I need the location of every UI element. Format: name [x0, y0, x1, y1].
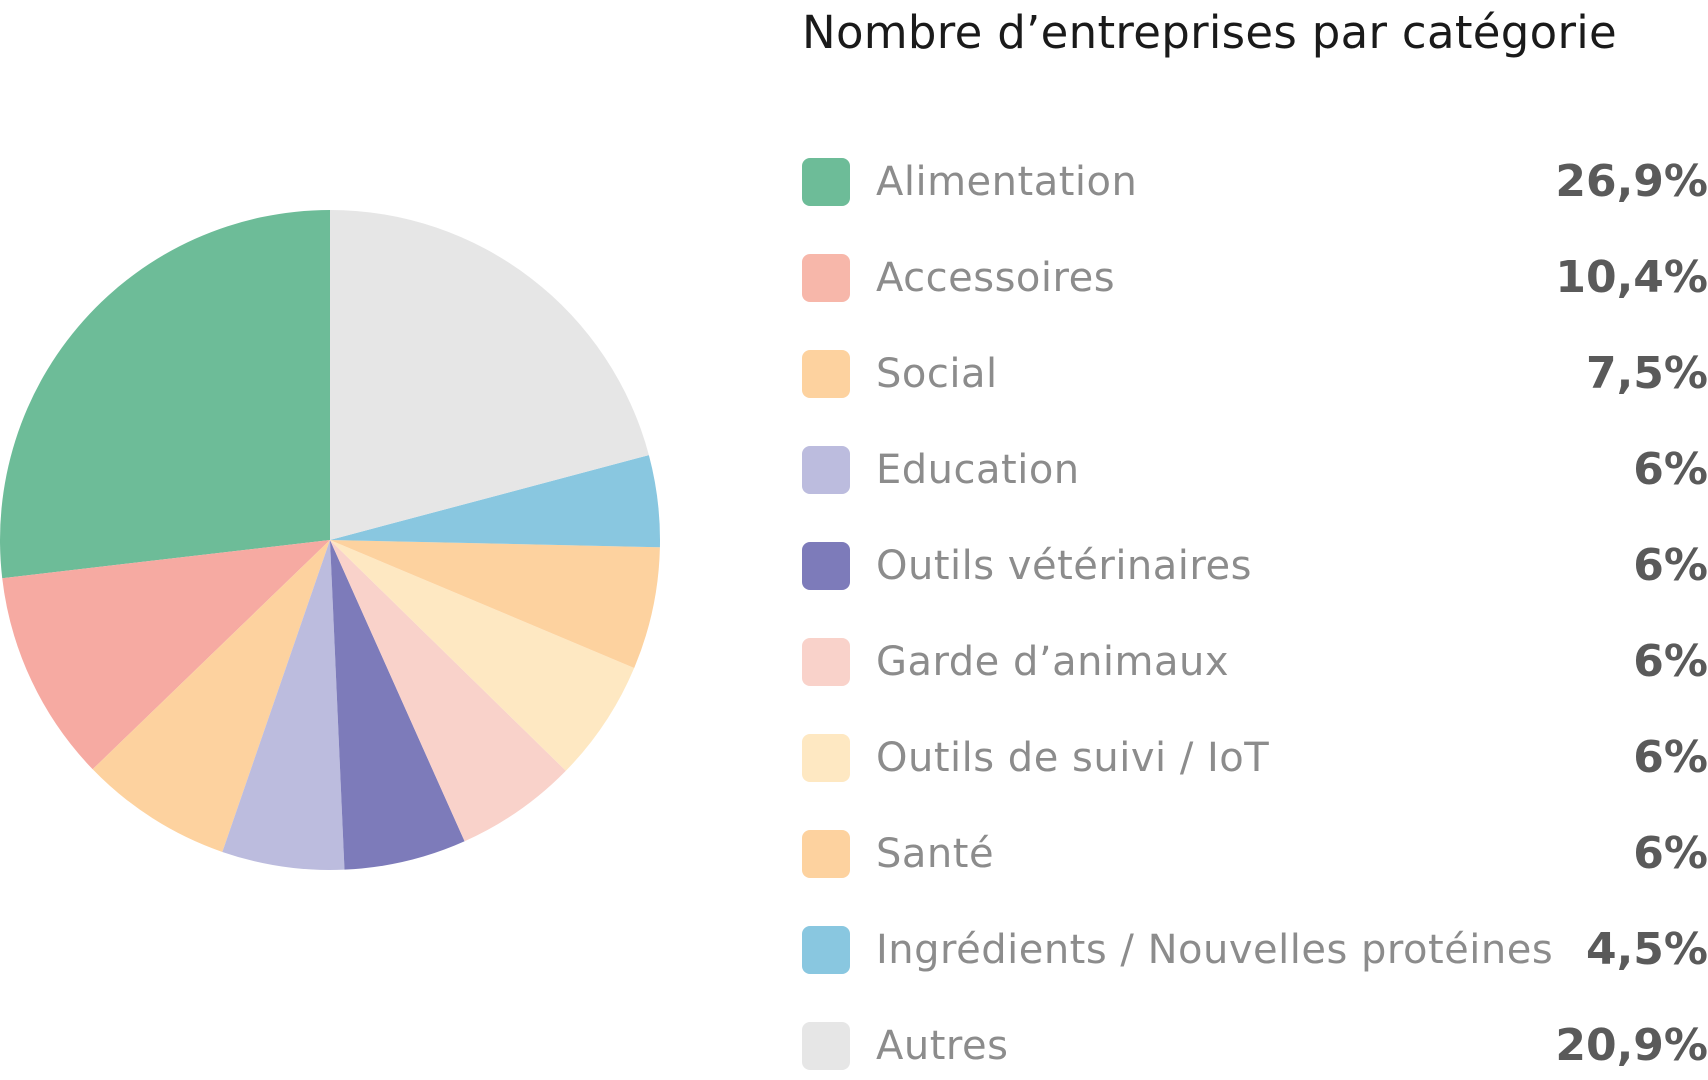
- legend-item: Outils de suivi / IoT 6%: [802, 730, 1708, 826]
- legend-value: 6%: [1633, 732, 1708, 783]
- legend-swatch: [802, 1022, 850, 1070]
- chart-legend: Alimentation 26,9% Accessoires 10,4% Social 7…: [802, 154, 1708, 1080]
- legend-item: Accessoires 10,4%: [802, 250, 1708, 346]
- legend-value: 7,5%: [1585, 348, 1708, 399]
- legend-label: Accessoires: [876, 255, 1116, 301]
- pie-slice-education: [222, 540, 345, 870]
- legend-value: 6%: [1633, 828, 1708, 879]
- pie-slice-ingr-dients-nouvelles-prot-ines: [330, 455, 660, 548]
- pie-slice-autres: [330, 210, 649, 540]
- legend-label: Outils vétérinaires: [876, 543, 1252, 589]
- pie-slice-social: [92, 540, 330, 852]
- legend-swatch: [802, 926, 850, 974]
- legend-swatch: [802, 542, 850, 590]
- chart-title: Nombre d’entreprises par catégorie: [802, 6, 1618, 59]
- legend-item: Outils vétérinaires 6%: [802, 538, 1708, 634]
- legend-value: 20,9%: [1555, 1020, 1708, 1071]
- legend-value: 4,5%: [1585, 924, 1708, 975]
- legend-item: Autres 20,9%: [802, 1018, 1708, 1080]
- legend-item: Social 7,5%: [802, 346, 1708, 442]
- legend-item: Garde d’animaux 6%: [802, 634, 1708, 730]
- legend-swatch: [802, 446, 850, 494]
- pie-slice-outils-de-suivi-iot: [330, 540, 635, 771]
- legend-label: Alimentation: [876, 159, 1138, 205]
- legend-swatch: [802, 734, 850, 782]
- legend-label: Outils de suivi / IoT: [876, 735, 1270, 781]
- legend-swatch: [802, 158, 850, 206]
- legend-value: 10,4%: [1555, 252, 1708, 303]
- pie-slice-outils-v-t-rinaires: [330, 540, 465, 870]
- legend-value: 6%: [1633, 636, 1708, 687]
- legend-item: Ingrédients / Nouvelles protéines 4,5%: [802, 922, 1708, 1018]
- legend-swatch: [802, 830, 850, 878]
- legend-label: Garde d’animaux: [876, 639, 1230, 685]
- legend-swatch: [802, 254, 850, 302]
- legend-label: Social: [876, 351, 998, 397]
- pie-slice-accessoires: [2, 540, 330, 770]
- pie-slice-sant: [330, 540, 660, 668]
- legend-item: Alimentation 26,9%: [802, 154, 1708, 250]
- pie-slice-garde-d-animaux: [330, 540, 566, 842]
- legend-item: Santé 6%: [802, 826, 1708, 922]
- legend-item: Education 6%: [802, 442, 1708, 538]
- legend-label: Santé: [876, 831, 995, 877]
- legend-label: Autres: [876, 1023, 1009, 1069]
- legend-label: Ingrédients / Nouvelles protéines: [876, 927, 1554, 973]
- legend-value: 6%: [1633, 540, 1708, 591]
- pie-slice-alimentation: [0, 210, 331, 579]
- legend-value: 26,9%: [1555, 156, 1708, 207]
- legend-swatch: [802, 350, 850, 398]
- legend-label: Education: [876, 447, 1080, 493]
- legend-swatch: [802, 638, 850, 686]
- legend-value: 6%: [1633, 444, 1708, 495]
